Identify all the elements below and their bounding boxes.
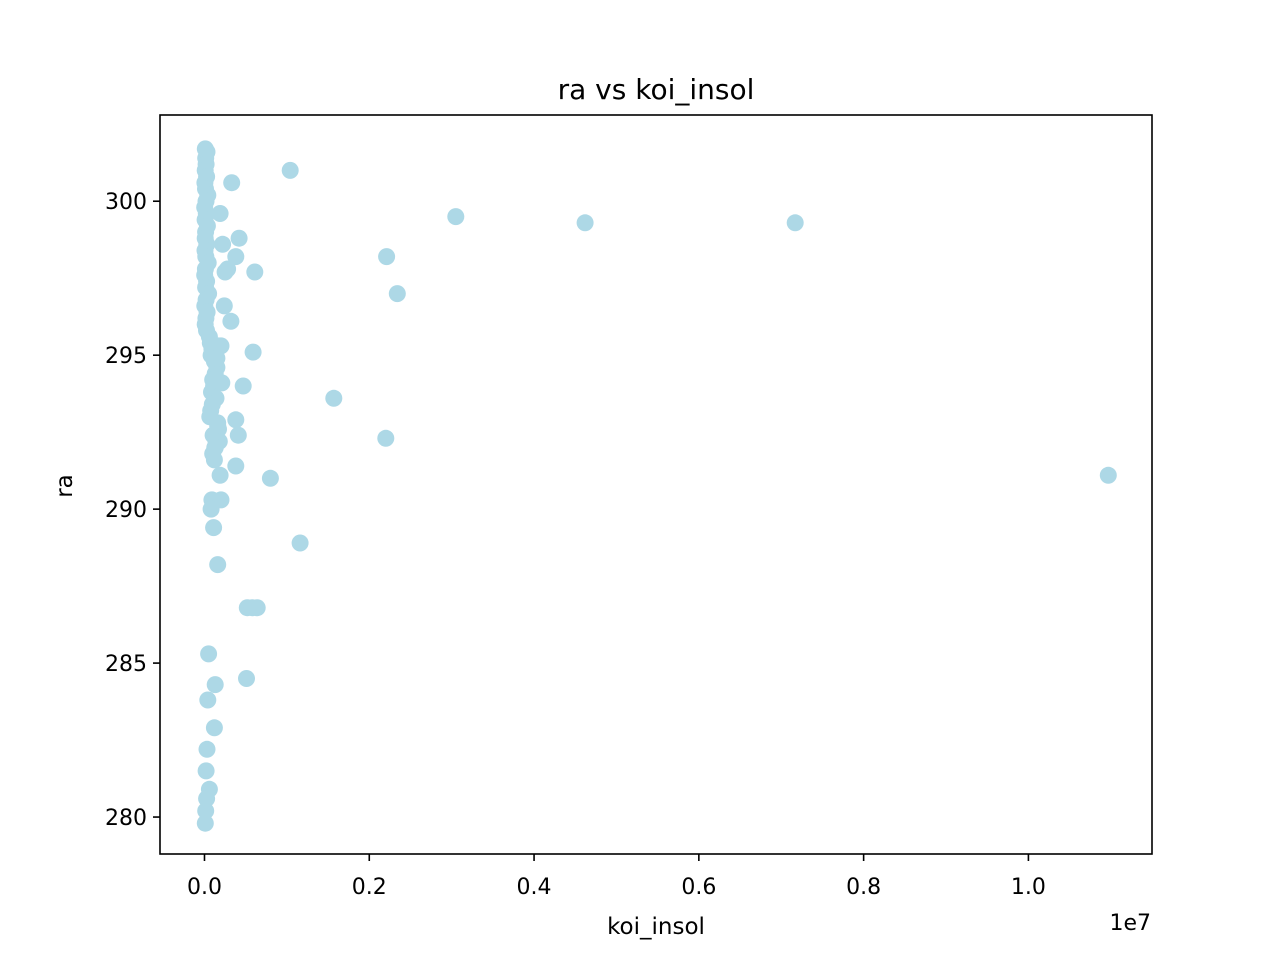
data-point — [209, 556, 227, 574]
data-point — [198, 740, 216, 758]
y-tick-label: 295 — [105, 344, 147, 369]
y-axis-ticks: 280 285 290 295 300 — [105, 190, 160, 831]
data-point — [198, 790, 216, 808]
data-point — [215, 297, 233, 315]
data-point — [388, 285, 406, 303]
data-point — [1099, 466, 1117, 484]
data-point — [244, 343, 262, 361]
data-point — [227, 411, 245, 429]
data-point — [197, 802, 215, 820]
x-axis-offset-label: 1e7 — [1109, 911, 1151, 936]
y-tick-label: 280 — [105, 806, 147, 831]
data-point — [238, 670, 255, 687]
data-point — [227, 248, 245, 266]
data-point — [230, 229, 248, 247]
data-point — [211, 466, 229, 484]
x-tick-label: 0.8 — [846, 875, 881, 900]
data-point — [200, 645, 218, 663]
y-tick-label: 290 — [105, 498, 147, 523]
chart-title: ra vs koi_insol — [558, 73, 755, 106]
data-point — [378, 248, 396, 266]
data-point — [197, 762, 215, 780]
x-axis-label: koi_insol — [607, 914, 705, 940]
data-point — [205, 519, 223, 537]
data-point — [202, 500, 220, 518]
data-point — [206, 676, 224, 694]
x-tick-label: 0.2 — [352, 875, 387, 900]
data-point — [213, 374, 231, 392]
data-point — [208, 349, 226, 367]
y-tick-label: 300 — [105, 190, 147, 215]
data-point — [199, 691, 217, 709]
x-tick-label: 1.0 — [1011, 875, 1046, 900]
y-tick-label: 285 — [105, 652, 147, 677]
data-point — [222, 312, 240, 330]
data-point — [214, 235, 232, 253]
data-point — [210, 337, 227, 355]
data-point — [291, 534, 309, 552]
x-axis-ticks: 0.0 0.2 0.4 0.6 0.8 1.0 — [187, 854, 1046, 900]
data-point — [234, 377, 252, 395]
data-point — [246, 263, 264, 281]
data-point — [281, 161, 299, 179]
data-point — [219, 260, 237, 278]
data-point — [211, 205, 229, 222]
plot-frame — [159, 114, 1153, 855]
data-point — [325, 389, 343, 407]
data-point — [229, 426, 247, 444]
data-point — [786, 214, 804, 232]
x-tick-label: 0.4 — [517, 875, 552, 900]
data-point — [261, 469, 279, 487]
data-point — [209, 417, 227, 435]
data-point — [223, 174, 241, 192]
x-tick-label: 0.6 — [681, 875, 716, 900]
data-point — [205, 719, 223, 737]
data-point — [196, 814, 214, 832]
data-points — [196, 140, 1117, 832]
data-point — [204, 445, 222, 463]
y-axis-label: ra — [52, 474, 78, 498]
x-tick-label: 0.0 — [187, 875, 222, 900]
data-point — [227, 457, 245, 475]
data-point — [377, 429, 395, 447]
data-point — [248, 599, 266, 617]
data-point — [447, 208, 465, 226]
data-point — [576, 214, 594, 232]
